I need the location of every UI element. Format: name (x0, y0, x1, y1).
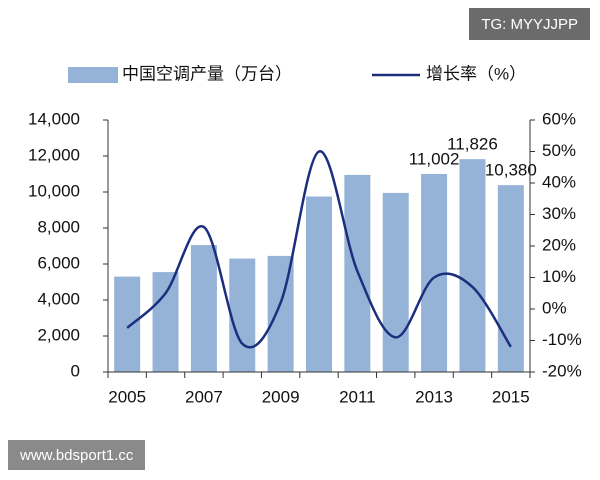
y-tick-label: 0 (71, 361, 80, 380)
x-tick-label: 2011 (339, 387, 376, 406)
y2-tick-label: 50% (542, 141, 576, 160)
bar (497, 185, 524, 372)
bar (306, 196, 332, 372)
badge: www.bdsport1.cc (8, 440, 146, 470)
y-tick-label: 8,000 (37, 217, 80, 236)
y-tick-label: 10,000 (28, 181, 80, 200)
bar (152, 272, 179, 372)
bar (114, 276, 141, 372)
y-tick-label: 2,000 (37, 325, 80, 344)
value-label: 11,002 (409, 149, 460, 168)
bar (382, 192, 409, 372)
y2-tick-label: 30% (542, 204, 576, 223)
y-tick-label: 12,000 (28, 145, 80, 164)
y2-tick-label: -20% (542, 361, 582, 380)
y2-tick-label: 0% (542, 298, 567, 317)
y-tick-label: 4,000 (37, 289, 80, 308)
y2-tick-label: -10% (542, 330, 582, 349)
x-tick-label: 2013 (415, 387, 453, 406)
x-tick-label: 2007 (185, 387, 223, 406)
y-tick-label: 14,000 (28, 109, 80, 128)
y2-tick-label: 10% (542, 267, 576, 286)
y2-tick-label: 40% (542, 172, 576, 191)
value-label: 11,826 (447, 135, 498, 154)
legend-label: 增长率（%） (426, 64, 526, 83)
line (126, 150, 512, 349)
x-tick-label: 2015 (492, 387, 530, 406)
y2-tick-label: 20% (542, 235, 576, 254)
x-tick-label: 2005 (108, 387, 146, 406)
y-tick-label: 6,000 (37, 253, 80, 272)
bar (190, 245, 217, 372)
bar (229, 258, 256, 372)
value-label: 10,380 (485, 161, 537, 180)
legend-swatch (68, 67, 118, 83)
legend-label: 中国空调产量（万台） (122, 64, 292, 83)
badge: TG: MYYJJPP (469, 8, 590, 40)
x-tick-label: 2009 (262, 387, 300, 406)
y2-tick-label: 60% (542, 109, 576, 128)
bar (459, 159, 486, 372)
